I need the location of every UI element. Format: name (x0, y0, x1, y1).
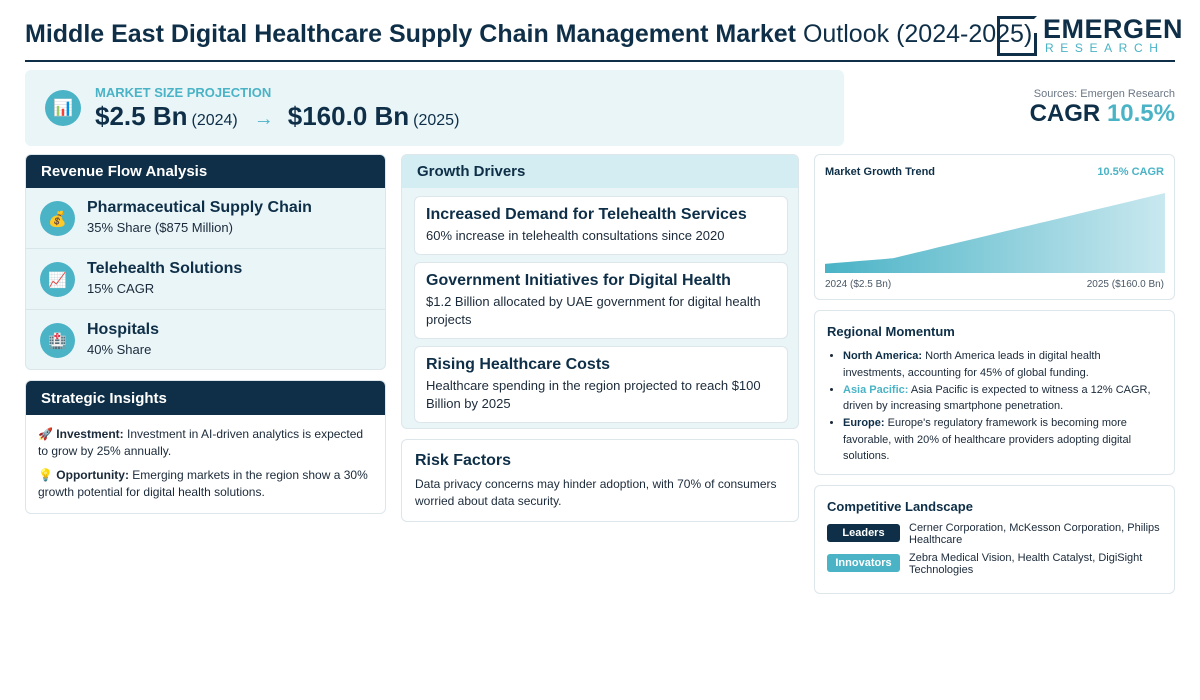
trend-chart (825, 193, 1165, 273)
trend-start-label: 2024 ($2.5 Bn) (825, 279, 892, 290)
strategic-insights-title: Strategic Insights (26, 381, 385, 415)
revenue-item: 🏥 Hospitals 40% Share (26, 310, 385, 369)
driver-desc: $1.2 Billion allocated by UAE government… (426, 294, 761, 327)
header: Middle East Digital Healthcare Supply Ch… (25, 12, 1183, 62)
value-to: $160.0 Bn (287, 101, 410, 131)
strategic-insights-panel: Strategic Insights 🚀 Investment: Investm… (25, 380, 386, 514)
competitive-text: Cerner Corporation, McKesson Corporation… (909, 522, 1160, 546)
revenue-item-sub: 35% Share ($875 Million) (87, 220, 233, 235)
driver-title: Increased Demand for Telehealth Services (426, 206, 747, 223)
trend-chart-icon: 📈 (40, 262, 75, 297)
risk-desc: Data privacy concerns may hinder adoptio… (415, 477, 777, 508)
regional-momentum-panel: Regional Momentum North America: North A… (814, 310, 1175, 475)
innovators-badge: Innovators (827, 554, 900, 572)
revenue-flow-title: Revenue Flow Analysis (26, 155, 385, 188)
cagr-value: CAGR 10.5% (1029, 100, 1175, 127)
driver-card: Rising Healthcare Costs Healthcare spend… (414, 346, 788, 423)
revenue-item-title: Hospitals (87, 321, 160, 338)
rocket-icon: 🚀 (38, 427, 53, 441)
bar-chart-icon: 📊 (45, 90, 81, 126)
driver-card: Increased Demand for Telehealth Services… (414, 196, 788, 255)
trend-end-label: 2025 ($160.0 Bn) (1086, 279, 1164, 290)
revenue-item-sub: 15% CAGR (87, 281, 155, 296)
page-title: Middle East Digital Healthcare Supply Ch… (25, 20, 1033, 48)
logo-sub: RESEARCH (1045, 41, 1165, 55)
insight-item: 🚀 Investment: Investment in AI-driven an… (38, 427, 364, 458)
revenue-item: 📈 Telehealth Solutions 15% CAGR (26, 249, 385, 310)
leaders-badge: Leaders (827, 524, 900, 542)
logo-mark-icon (997, 16, 1037, 56)
competitive-text: Zebra Medical Vision, Health Catalyst, D… (909, 552, 1143, 576)
regional-item: Asia Pacific: Asia Pacific is expected t… (843, 382, 1163, 415)
trend-area (825, 193, 1165, 273)
market-growth-trend-panel: Market Growth Trend 10.5% CAGR 2024 ($2.… (814, 154, 1175, 300)
sources-text: Sources: Emergen Research (1033, 88, 1175, 100)
regional-item: Europe: Europe's regulatory framework is… (843, 415, 1163, 465)
regional-list: North America: North America leads in di… (843, 348, 1163, 465)
risk-title: Risk Factors (415, 452, 512, 469)
competitive-landscape-panel: Competitive Landscape Leaders Cerner Cor… (814, 485, 1175, 594)
driver-title: Government Initiatives for Digital Healt… (426, 272, 731, 289)
year-from: (2024) (191, 112, 238, 129)
regional-title: Regional Momentum (827, 324, 955, 339)
right-arrow-icon: → (253, 108, 274, 130)
hospital-icon: 🏥 (40, 323, 75, 358)
year-to: (2025) (413, 112, 460, 129)
market-size-values: $2.5 Bn (2024) → $160.0 Bn (2025) (95, 101, 459, 132)
revenue-item-title: Pharmaceutical Supply Chain (87, 199, 312, 216)
growth-drivers-panel: Growth Drivers Increased Demand for Tele… (401, 154, 799, 429)
revenue-item-title: Telehealth Solutions (87, 260, 243, 277)
emergen-logo[interactable]: EMERGEN RESEARCH (997, 14, 1183, 56)
driver-title: Rising Healthcare Costs (426, 356, 611, 373)
risk-factors-panel: Risk Factors Data privacy concerns may h… (401, 439, 799, 522)
driver-card: Government Initiatives for Digital Healt… (414, 262, 788, 339)
trend-title: Market Growth Trend (825, 166, 936, 178)
market-size-label: MARKET SIZE PROJECTION (95, 85, 272, 100)
value-from: $2.5 Bn (95, 101, 188, 131)
competitive-title: Competitive Landscape (827, 499, 973, 514)
lightbulb-icon: 💡 (38, 468, 53, 482)
logo-word: EMERGEN (1043, 14, 1184, 44)
growth-drivers-title: Growth Drivers (402, 155, 798, 188)
insight-item: 💡 Opportunity: Emerging markets in the r… (38, 468, 368, 499)
revenue-item-sub: 40% Share (87, 342, 152, 357)
trend-cagr: 10.5% CAGR (1097, 166, 1164, 178)
money-bag-icon: 💰 (40, 201, 75, 236)
regional-item: North America: North America leads in di… (843, 348, 1163, 381)
driver-desc: Healthcare spending in the region projec… (426, 378, 761, 411)
market-size-banner: 📊 MARKET SIZE PROJECTION $2.5 Bn (2024) → $… (25, 70, 844, 146)
revenue-item: 💰 Pharmaceutical Supply Chain 35% Share … (26, 188, 385, 249)
revenue-flow-panel: Revenue Flow Analysis 💰 Pharmaceutical S… (25, 154, 386, 370)
driver-desc: 60% increase in telehealth consultations… (426, 228, 725, 243)
